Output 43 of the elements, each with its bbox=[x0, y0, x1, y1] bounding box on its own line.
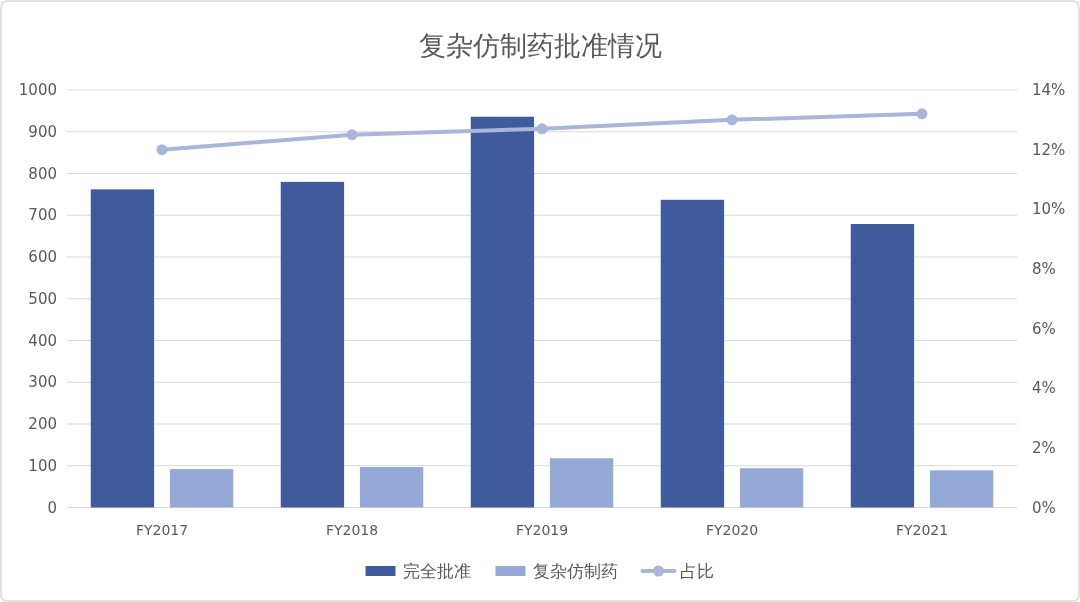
y-tick-label: 600 bbox=[28, 248, 57, 266]
legend-label: 复杂仿制药 bbox=[532, 561, 618, 581]
y-tick-label: 700 bbox=[28, 206, 57, 225]
x-tick-label: FY2017 bbox=[135, 522, 189, 538]
y-tick-label: 200 bbox=[28, 415, 57, 433]
bar bbox=[739, 468, 804, 508]
y-tick-label: 0 bbox=[47, 498, 57, 517]
bar bbox=[90, 189, 155, 508]
y-tick-label: 500 bbox=[28, 289, 57, 308]
x-tick-label: FY2020 bbox=[705, 522, 759, 538]
x-tick-label: FY2021 bbox=[895, 522, 949, 538]
legend-label: 完全批准 bbox=[402, 561, 471, 581]
y2-tick-label: 10% bbox=[1032, 200, 1066, 219]
y-tick-label: 300 bbox=[28, 373, 57, 392]
point bbox=[346, 129, 358, 141]
x-tick-label: FY2018 bbox=[325, 522, 379, 538]
y-tick-label: 400 bbox=[28, 331, 57, 350]
y-tick-label: 900 bbox=[28, 122, 57, 141]
point bbox=[536, 123, 548, 135]
point bbox=[726, 114, 738, 126]
bar bbox=[470, 116, 535, 508]
point bbox=[916, 108, 928, 120]
y2-tick-label: 6% bbox=[1032, 319, 1056, 338]
y2-tick-label: 0% bbox=[1032, 498, 1056, 517]
x-tick-label: FY2019 bbox=[515, 522, 569, 538]
point bbox=[156, 144, 168, 156]
y2-tick-label: 2% bbox=[1032, 438, 1056, 457]
y2-tick-label: 8% bbox=[1032, 259, 1056, 278]
legend-label: 占比 bbox=[679, 561, 714, 581]
y-tick-label: 800 bbox=[28, 164, 57, 183]
bar bbox=[549, 458, 614, 508]
y-tick-label: 100 bbox=[28, 456, 57, 475]
y-tick-label: 1000 bbox=[18, 81, 57, 99]
y2-tick-label: 12% bbox=[1032, 140, 1066, 159]
y2-tick-label: 4% bbox=[1032, 379, 1056, 398]
chart-title: 复杂仿制药批准情况 bbox=[418, 29, 662, 61]
y2-tick-label: 14% bbox=[1032, 81, 1066, 99]
bar bbox=[850, 224, 915, 508]
bar bbox=[359, 467, 424, 508]
bar bbox=[169, 469, 234, 508]
bar bbox=[660, 199, 725, 508]
bar bbox=[280, 181, 345, 508]
bar bbox=[929, 470, 994, 508]
